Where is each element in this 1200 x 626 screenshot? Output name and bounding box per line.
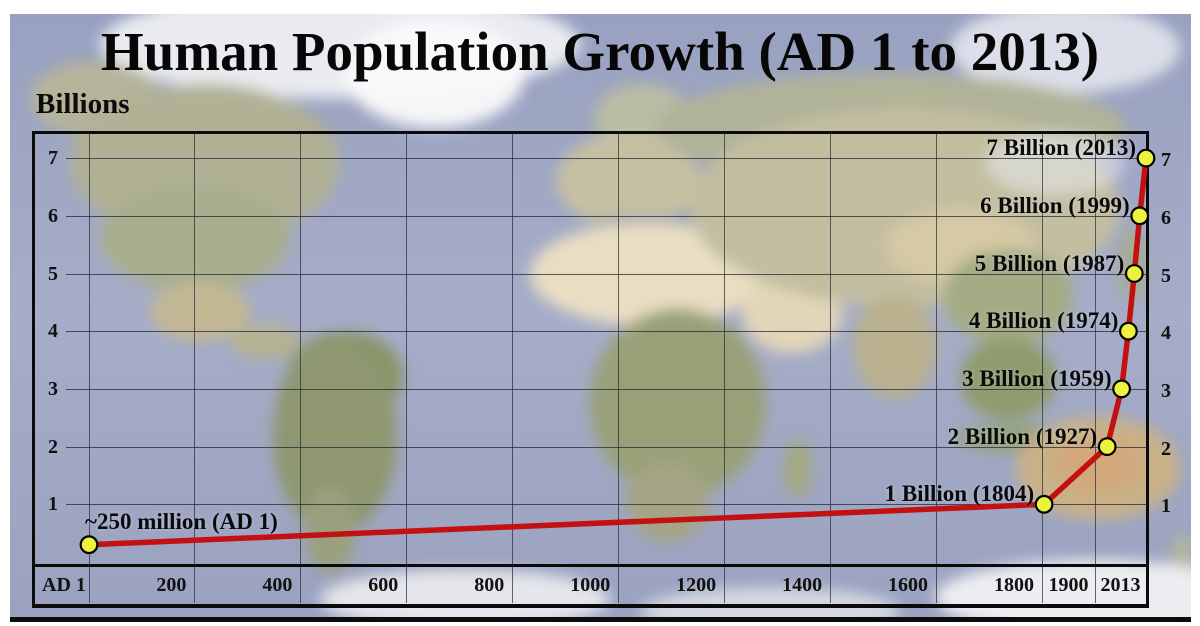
x-tick-label: 200 xyxy=(156,574,187,596)
x-tick-label: 800 xyxy=(474,574,505,596)
milestone-label: 7 Billion (2013) xyxy=(986,135,1136,161)
y-axis-title: Billions xyxy=(36,88,130,120)
y-tick-label-left: 1 xyxy=(48,493,58,516)
milestone-label: 4 Billion (1974) xyxy=(968,308,1119,334)
y-tick-label-left: 3 xyxy=(48,377,58,400)
y-tick-label-left: 6 xyxy=(48,204,58,227)
milestone-label: ~250 million (AD 1) xyxy=(85,508,278,534)
x-tick-label: 1600 xyxy=(888,574,929,596)
milestone-label: 6 Billion (1999) xyxy=(980,192,1130,218)
milestone-label: 1 Billion (1804) xyxy=(884,481,1035,507)
y-tick-label-left: 4 xyxy=(48,320,58,343)
y-tick-label-right: 3 xyxy=(1161,379,1171,402)
milestone-label: 2 Billion (1927) xyxy=(947,423,1098,449)
y-tick-label-left: 2 xyxy=(48,435,58,458)
y-tick-label-right: 2 xyxy=(1161,437,1171,460)
x-tick-label: 1400 xyxy=(782,574,823,596)
x-axis-row xyxy=(32,567,1149,608)
y-tick-label-left: 7 xyxy=(48,147,58,170)
x-tick-label: 1200 xyxy=(676,574,717,596)
x-tick-label: 1000 xyxy=(570,574,611,596)
x-tick-label: 2013 xyxy=(1100,574,1141,596)
x-tick-label: 400 xyxy=(262,574,293,596)
milestone-label: 3 Billion (1959) xyxy=(962,365,1112,391)
y-tick-label-right: 7 xyxy=(1161,149,1171,172)
x-tick-label: AD 1 xyxy=(42,574,86,596)
y-tick-label-right: 6 xyxy=(1161,206,1171,229)
x-tick-label: 1800 xyxy=(993,574,1034,596)
y-tick-label-left: 5 xyxy=(48,262,58,285)
y-tick-label-right: 4 xyxy=(1161,322,1171,345)
milestone-label: 5 Billion (1987) xyxy=(974,250,1125,276)
x-tick-label: 1900 xyxy=(1048,574,1089,596)
y-tick-label-right: 5 xyxy=(1161,264,1171,287)
page-title: Human Population Growth (AD 1 to 2013) xyxy=(100,21,1100,82)
y-tick-label-right: 1 xyxy=(1161,495,1171,518)
x-tick-label: 600 xyxy=(368,574,399,596)
